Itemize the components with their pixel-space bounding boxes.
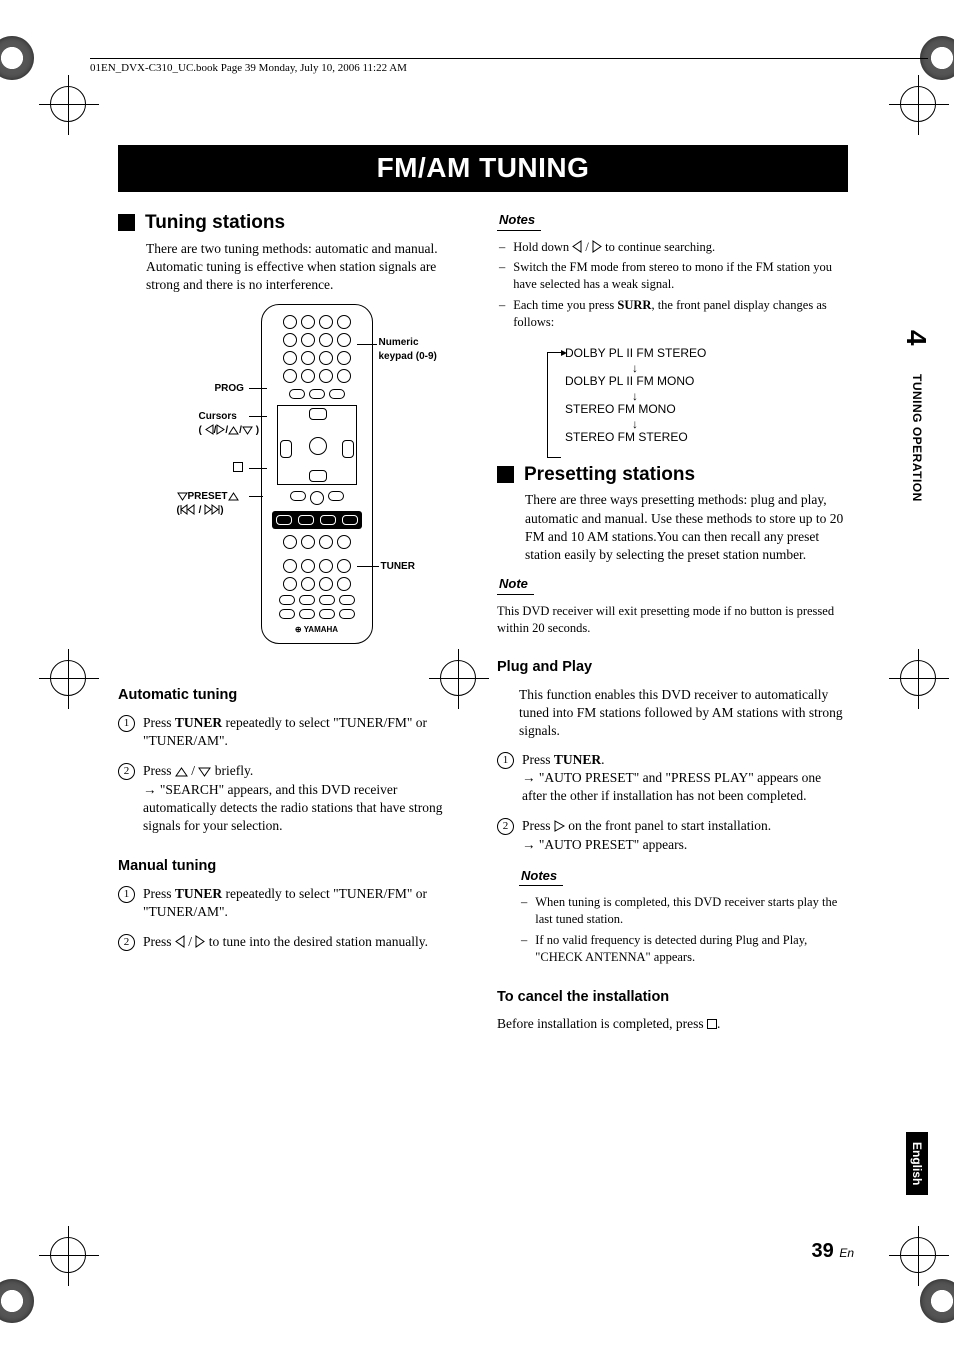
crop-circle [0, 36, 34, 80]
notes-label: Notes [519, 866, 563, 887]
auto-step-2: 2 Press / briefly. "SEARCH" appears, and… [118, 762, 469, 835]
note-label: Note [497, 574, 534, 595]
heading-manual-tuning: Manual tuning [118, 857, 469, 877]
heading-tuning-stations: Tuning stations [118, 210, 469, 236]
list-item: If no valid frequency is detected during… [521, 932, 848, 966]
plug-play-intro: This function enables this DVD receiver … [519, 686, 848, 741]
surr-mode-diagram: DOLBY PL II FM STEREO ↓ DOLBY PL II FM M… [547, 345, 727, 446]
crop-circle [0, 1279, 34, 1323]
plug-step-1: 1 Press TUNER. "AUTO PRESET" and "PRESS … [497, 751, 848, 806]
notes-label: Notes [497, 210, 541, 231]
auto-step-1: 1 Press TUNER repeatedly to select "TUNE… [118, 714, 469, 750]
right-column: Notes Hold down / to continue searching.… [497, 210, 848, 1034]
step-number-icon: 2 [497, 818, 514, 835]
square-bullet-icon [497, 466, 514, 483]
page-number: 39 En [812, 1240, 855, 1263]
list-item: Switch the FM mode from stereo to mono i… [499, 259, 848, 293]
surr-mode: STEREO FM STEREO [547, 429, 727, 445]
page-title: FM/AM TUNING [118, 145, 848, 192]
notes-list: Hold down / to continue searching. Switc… [499, 239, 848, 331]
crop-target [50, 1237, 86, 1273]
remote-diagram: ⊕ YAMAHA Numeric keypad (0-9) PROG Curso… [159, 304, 429, 664]
list-item: When tuning is completed, this DVD recei… [521, 894, 848, 928]
callout-numeric: Numeric keypad (0-9) [379, 336, 443, 363]
heading-text: Tuning stations [145, 210, 285, 236]
callout-preset: PRESET ( / ) [177, 490, 239, 517]
header-meta: 01EN_DVX-C310_UC.book Page 39 Monday, Ju… [90, 58, 928, 74]
step-number-icon: 1 [118, 886, 135, 903]
step-number-icon: 1 [118, 715, 135, 732]
result-text: "AUTO PRESET" and "PRESS PLAY" appears o… [522, 770, 821, 803]
down-arrow-icon: ↓ [565, 391, 705, 401]
tuning-intro: There are two tuning methods: automatic … [146, 240, 469, 295]
chapter-label: TUNING OPERATION [910, 374, 924, 502]
yamaha-logo: ⊕ YAMAHA [262, 625, 372, 636]
transport-bar [272, 511, 362, 529]
page-content: FM/AM TUNING Tuning stations There are t… [118, 145, 848, 1034]
square-bullet-icon [118, 214, 135, 231]
surr-mode: STEREO FM MONO [547, 401, 727, 417]
language-tab: English [906, 1132, 928, 1195]
surr-mode: DOLBY PL II FM MONO [547, 373, 727, 389]
header-meta-text: 01EN_DVX-C310_UC.book Page 39 Monday, Ju… [90, 62, 407, 74]
callout-cursors: Cursors ( /// ) [199, 410, 260, 437]
crop-target [900, 660, 936, 696]
heading-cancel: To cancel the installation [497, 988, 848, 1008]
crop-circle [920, 1279, 954, 1323]
callout-prog: PROG [215, 382, 244, 396]
result-text: "AUTO PRESET" appears. [522, 837, 687, 852]
surr-mode: DOLBY PL II FM STEREO [547, 345, 727, 361]
left-column: Tuning stations There are two tuning met… [118, 210, 469, 1034]
step-number-icon: 2 [118, 934, 135, 951]
heading-plug-play: Plug and Play [497, 658, 848, 678]
plug-step-2: 2 Press on the front panel to start inst… [497, 817, 848, 853]
notes-list: When tuning is completed, this DVD recei… [521, 894, 848, 966]
crop-target [900, 1237, 936, 1273]
notes-block-3: Notes When tuning is completed, this DVD… [519, 866, 848, 966]
stop-icon [707, 1019, 717, 1029]
chapter-number: 4 [900, 330, 932, 346]
callout-tuner: TUNER [381, 560, 415, 574]
down-arrow-icon: ↓ [565, 363, 705, 373]
crop-target [50, 86, 86, 122]
cancel-text: Before installation is completed, press … [497, 1015, 848, 1033]
heading-text: Presetting stations [524, 462, 695, 488]
note-block-2: Note This DVD receiver will exit presett… [497, 574, 848, 636]
crop-target [900, 86, 936, 122]
step-number-icon: 1 [497, 752, 514, 769]
manual-step-2: 2 Press / to tune into the desired stati… [118, 933, 469, 951]
heading-auto-tuning: Automatic tuning [118, 686, 469, 706]
down-arrow-icon: ↓ [565, 419, 705, 429]
remote-outline: ⊕ YAMAHA [261, 304, 373, 644]
crop-target [50, 660, 86, 696]
loop-arrow-icon [547, 352, 561, 458]
callout-stop [233, 462, 243, 476]
dpad-icon [277, 405, 357, 485]
step-number-icon: 2 [118, 763, 135, 780]
heading-presetting: Presetting stations [497, 462, 848, 488]
list-item: Hold down / to continue searching. [499, 239, 848, 256]
note-text: This DVD receiver will exit presetting m… [497, 603, 848, 637]
result-text: "SEARCH" appears, and this DVD receiver … [143, 782, 443, 833]
notes-block-1: Notes Hold down / to continue searching.… [497, 210, 848, 331]
list-item: Each time you press SURR, the front pane… [499, 297, 848, 331]
preset-intro: There are three ways presetting methods:… [525, 491, 848, 564]
manual-step-1: 1 Press TUNER repeatedly to select "TUNE… [118, 885, 469, 921]
